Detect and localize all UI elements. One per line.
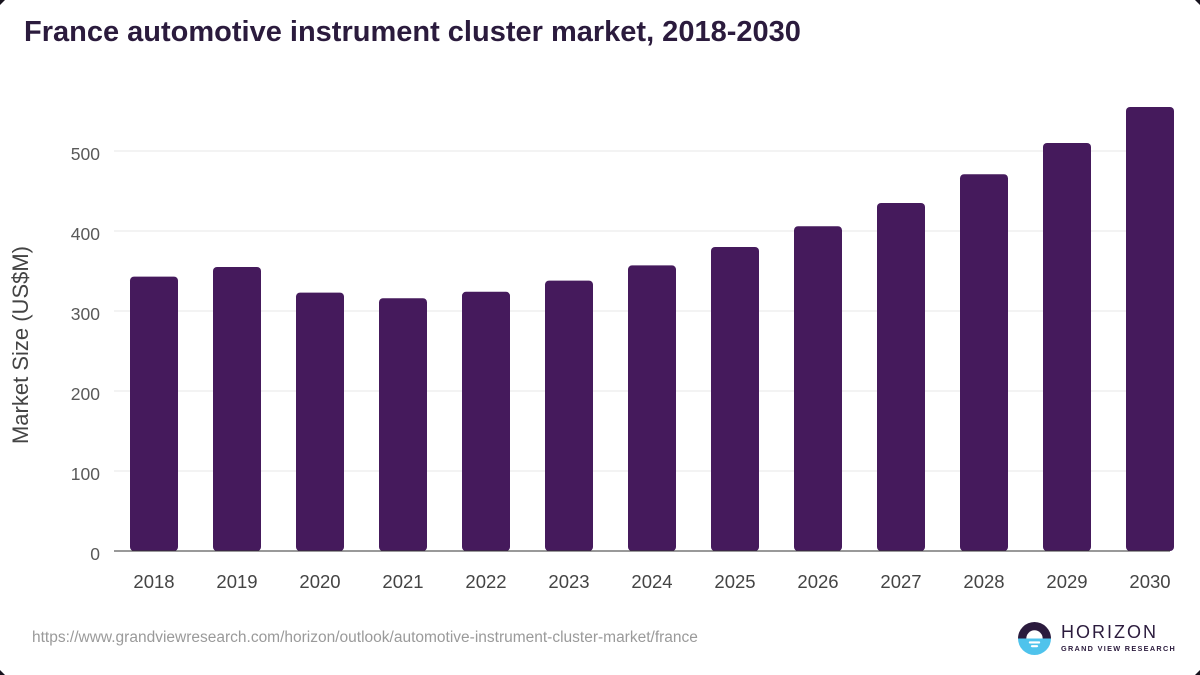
svg-text:2026: 2026	[797, 571, 838, 592]
svg-text:2029: 2029	[1046, 571, 1087, 592]
svg-text:2025: 2025	[714, 571, 755, 592]
svg-text:2027: 2027	[880, 571, 921, 592]
svg-text:500: 500	[71, 144, 100, 164]
svg-text:100: 100	[71, 464, 100, 484]
svg-text:2022: 2022	[465, 571, 506, 592]
svg-text:200: 200	[71, 384, 100, 404]
svg-text:2021: 2021	[382, 571, 423, 592]
svg-text:2020: 2020	[299, 571, 340, 592]
svg-text:2023: 2023	[548, 571, 589, 592]
svg-text:2018: 2018	[133, 571, 174, 592]
svg-text:2019: 2019	[216, 571, 257, 592]
svg-text:0: 0	[90, 544, 100, 564]
svg-text:400: 400	[71, 224, 100, 244]
svg-text:300: 300	[71, 304, 100, 324]
svg-text:2030: 2030	[1129, 571, 1170, 592]
svg-text:2024: 2024	[631, 571, 672, 592]
svg-text:2028: 2028	[963, 571, 1004, 592]
